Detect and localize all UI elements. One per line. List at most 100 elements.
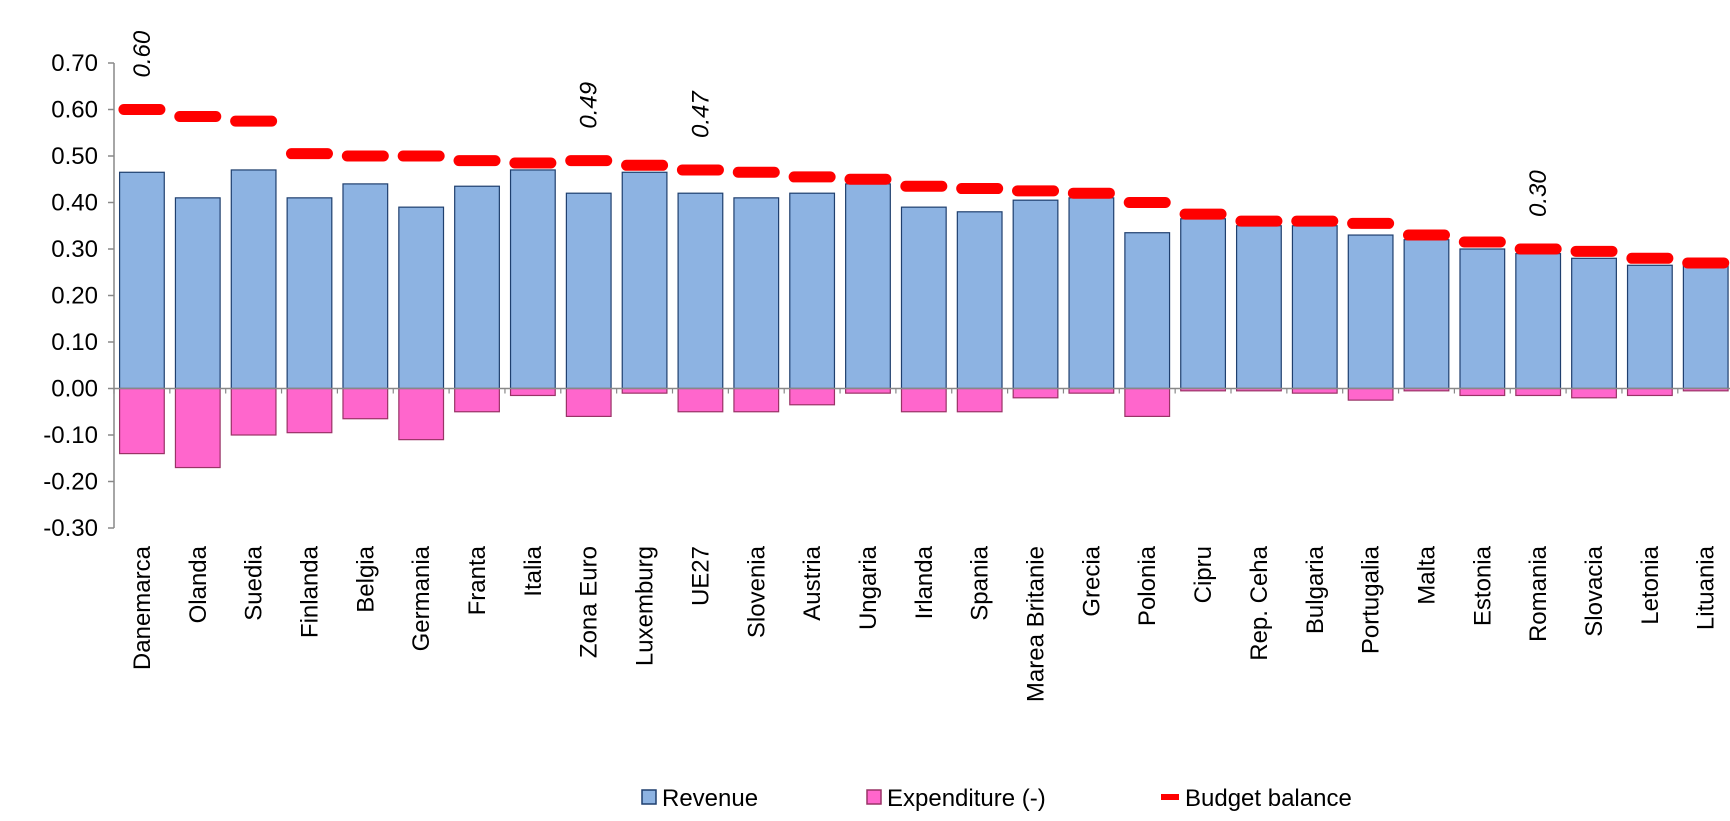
bar xyxy=(509,387,556,397)
bar xyxy=(789,387,836,406)
bar xyxy=(398,206,445,390)
bar xyxy=(1124,232,1171,390)
bar xyxy=(789,192,836,390)
bar xyxy=(733,387,780,413)
bar xyxy=(1347,234,1394,390)
bar xyxy=(1571,257,1617,390)
x-tick-label: Malta xyxy=(1413,545,1440,604)
x-tick-label: Irlanda xyxy=(911,545,938,619)
bar xyxy=(509,169,556,390)
bar xyxy=(677,387,724,413)
bar xyxy=(342,387,389,420)
bar xyxy=(1626,387,1673,397)
x-tick-label: Slovenia xyxy=(743,545,770,638)
bar xyxy=(286,387,333,434)
x-tick-label: Germania xyxy=(408,545,435,651)
legend-label: Budget balance xyxy=(1185,785,1352,812)
y-tick-label: 0.00 xyxy=(51,376,98,403)
data-label: 0.60 xyxy=(129,30,156,77)
x-tick-label: Italia xyxy=(520,545,547,596)
bar xyxy=(1068,197,1115,390)
bar xyxy=(174,387,221,469)
bar xyxy=(1347,387,1394,401)
bar xyxy=(230,387,277,436)
bar xyxy=(398,387,445,441)
bar xyxy=(1515,253,1562,390)
bar xyxy=(1235,225,1282,390)
bar xyxy=(1515,387,1562,397)
x-tick-label: Slovacia xyxy=(1581,545,1608,636)
bar xyxy=(454,387,500,413)
bar xyxy=(1012,199,1059,390)
x-tick-label: Marea Britanie xyxy=(1023,546,1050,702)
x-tick-label: Danemarca xyxy=(129,545,156,670)
x-tick-label: Zona Euro xyxy=(576,546,603,658)
x-tick-label: Grecia xyxy=(1078,545,1105,616)
bar xyxy=(956,387,1003,413)
legend-label: Expenditure (-) xyxy=(887,785,1046,812)
x-tick-label: Finlanda xyxy=(296,545,323,638)
bar xyxy=(1682,264,1729,390)
x-tick-label: Ungaria xyxy=(855,545,882,630)
x-tick-label: Suedia xyxy=(241,545,268,620)
bar xyxy=(118,171,165,390)
x-tick-label: Belgia xyxy=(352,545,379,612)
bar xyxy=(286,197,333,390)
bar xyxy=(1291,225,1338,390)
bar xyxy=(174,197,221,390)
y-tick-label: -0.10 xyxy=(43,422,98,449)
bar xyxy=(1124,387,1171,417)
legend-label: Revenue xyxy=(662,785,758,812)
bar xyxy=(565,387,612,417)
legend-swatch xyxy=(866,789,882,805)
y-tick-label: 0.30 xyxy=(51,236,98,263)
x-tick-label: Lituania xyxy=(1693,545,1720,630)
data-label: 0.30 xyxy=(1525,170,1552,217)
y-tick-label: 0.70 xyxy=(51,50,98,77)
x-tick-label: Austria xyxy=(799,545,826,620)
bar xyxy=(900,206,947,390)
bar xyxy=(1459,387,1506,397)
bar xyxy=(677,192,724,390)
bar xyxy=(454,185,500,390)
x-tick-label: Franta xyxy=(464,545,491,615)
x-tick-label: Luxemburg xyxy=(632,546,659,666)
bar xyxy=(1459,248,1506,390)
y-tick-label: -0.30 xyxy=(43,515,98,542)
y-tick-label: 0.20 xyxy=(51,283,98,310)
bar xyxy=(565,192,612,390)
bar xyxy=(1626,264,1673,390)
x-tick-label: Cipru xyxy=(1190,546,1217,603)
x-tick-label: Olanda xyxy=(185,545,212,623)
data-label: 0.49 xyxy=(576,82,603,129)
x-tick-label: UE27 xyxy=(687,546,714,606)
y-tick-label: 0.50 xyxy=(51,143,98,170)
bar xyxy=(230,169,277,390)
y-tick-label: 0.40 xyxy=(51,190,98,217)
bar xyxy=(956,211,1003,390)
bar xyxy=(1571,387,1617,399)
bar xyxy=(1012,387,1059,399)
x-tick-label: Rep. Ceha xyxy=(1246,545,1273,660)
x-tick-label: Polonia xyxy=(1134,545,1161,626)
bar xyxy=(733,197,780,390)
y-tick-label: 0.60 xyxy=(51,97,98,124)
x-tick-label: Estonia xyxy=(1469,545,1496,626)
y-tick-label: 0.10 xyxy=(51,329,98,356)
bar xyxy=(118,387,165,455)
y-tick-label: -0.20 xyxy=(43,469,98,496)
bar xyxy=(900,387,947,413)
bar xyxy=(621,171,668,390)
bar xyxy=(845,183,891,390)
x-tick-label: Bulgaria xyxy=(1302,545,1329,634)
data-label: 0.47 xyxy=(687,90,714,138)
bar xyxy=(1180,218,1227,390)
x-tick-label: Letonia xyxy=(1637,545,1664,624)
legend-swatch xyxy=(641,789,657,805)
x-tick-label: Spania xyxy=(967,545,994,620)
x-tick-label: Romania xyxy=(1525,545,1552,642)
bar xyxy=(342,183,389,390)
x-tick-label: Portugalia xyxy=(1358,545,1385,654)
bar xyxy=(1403,239,1450,390)
